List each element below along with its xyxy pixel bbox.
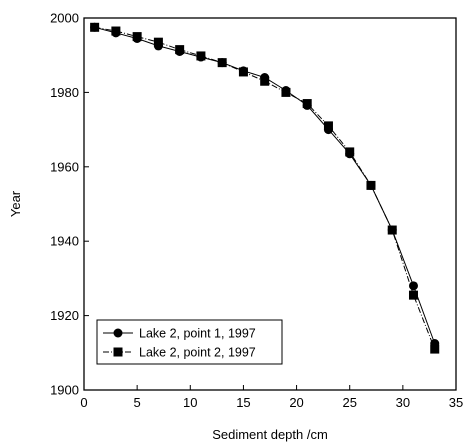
legend-box xyxy=(96,319,283,365)
data-point-square xyxy=(238,67,248,77)
y-tick-label: 2000 xyxy=(50,11,79,26)
x-axis-title: Sediment depth /cm xyxy=(212,427,328,442)
data-point-square xyxy=(408,290,418,300)
data-point-square xyxy=(281,87,291,97)
data-point-square xyxy=(132,32,142,42)
data-point-square xyxy=(153,37,163,47)
data-point-square xyxy=(90,22,100,32)
data-point-square xyxy=(111,26,121,36)
legend: Lake 2, point 1, 1997 Lake 2, point 2, 1… xyxy=(96,319,283,365)
data-point-square xyxy=(387,225,397,235)
y-tick-label: 1960 xyxy=(50,159,79,174)
y-tick-label: 1980 xyxy=(50,85,79,100)
x-tick-label: 0 xyxy=(80,395,87,410)
x-tick-label: 35 xyxy=(449,395,463,410)
series-layer xyxy=(90,22,440,354)
data-point-square xyxy=(430,344,440,354)
y-axis-title: Year xyxy=(8,190,23,217)
legend-marker-square xyxy=(113,347,123,357)
data-point-square xyxy=(366,180,376,190)
y-tick-label: 1900 xyxy=(50,383,79,398)
data-point-square xyxy=(260,76,270,86)
legend-label-2: Lake 2, point 2, 1997 xyxy=(139,346,256,360)
x-tick-label: 10 xyxy=(183,395,197,410)
data-point-circle xyxy=(408,281,418,291)
y-tick-label: 1940 xyxy=(50,234,79,249)
y-axis-ticks: 1900 1920 1940 1960 1980 2000 xyxy=(50,11,89,398)
data-point-square xyxy=(217,58,227,68)
x-tick-label: 25 xyxy=(342,395,356,410)
y-tick-label: 1920 xyxy=(50,308,79,323)
x-tick-label: 20 xyxy=(289,395,303,410)
data-point-square xyxy=(175,45,185,55)
data-point-square xyxy=(302,99,312,109)
data-point-square xyxy=(323,121,333,131)
legend-label-1: Lake 2, point 1, 1997 xyxy=(139,327,256,341)
legend-marker-circle xyxy=(113,328,123,338)
x-tick-label: 15 xyxy=(236,395,250,410)
x-tick-label: 30 xyxy=(396,395,410,410)
data-point-square xyxy=(345,147,355,157)
x-axis-ticks: 0 5 10 15 20 25 30 35 xyxy=(80,385,463,410)
data-point-square xyxy=(196,51,206,61)
x-tick-label: 5 xyxy=(134,395,141,410)
plot-frame xyxy=(83,17,457,391)
